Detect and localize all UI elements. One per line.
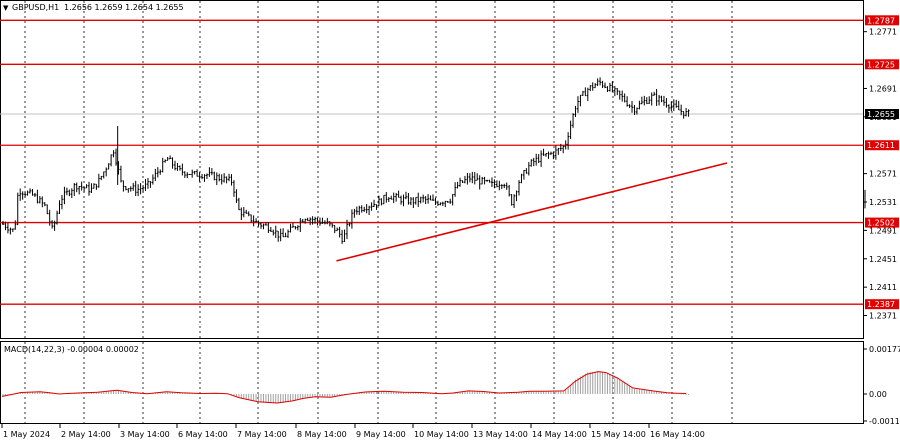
time-tick-label: 9 May 14:00	[356, 430, 406, 439]
time-tick-label: 15 May 14:00	[591, 430, 646, 439]
price-tick-label: 1.2771	[869, 28, 897, 37]
level-tag-bg	[865, 15, 899, 26]
level-tag-text: 1.2725	[867, 60, 895, 69]
level-tag-bg	[865, 217, 899, 228]
level-tag-bg	[865, 59, 899, 70]
time-tick-label: 14 May 14:00	[532, 430, 587, 439]
chart-header: ▼ GBPUSD,H1 1.2656 1.2659 1.2654 1.2655	[3, 3, 184, 12]
current-price-tag-bg	[865, 109, 899, 119]
chevron-down-icon[interactable]: ▼	[3, 4, 9, 12]
level-tag-text: 1.2502	[867, 219, 895, 228]
price-panel-frame	[0, 0, 864, 339]
trendline[interactable]	[336, 162, 728, 262]
macd-vertical-gridlines	[24, 342, 733, 423]
macd-panel-frame	[0, 341, 864, 424]
time-tick-label: 16 May 14:00	[650, 430, 705, 439]
macd-panel[interactable]: MACD(14,22,3) -0.00004 0.00002 0.00177 0…	[0, 341, 900, 427]
time-tick-label: 8 May 14:00	[297, 430, 347, 439]
level-tag-text: 1.2611	[867, 141, 895, 150]
symbol-label: GBPUSD,H1	[12, 3, 59, 12]
level-tag-text: 1.2787	[867, 16, 895, 25]
time-tick-label: 6 May 14:00	[178, 430, 228, 439]
price-tick-label: 1.2531	[869, 198, 897, 207]
price-tick-label: 1.2691	[869, 84, 897, 93]
time-tick-label: 1 May 2024	[3, 430, 50, 439]
time-tick-label: 10 May 14:00	[414, 430, 469, 439]
level-tag-bg	[865, 299, 899, 310]
price-tick-label: 1.2491	[869, 226, 897, 235]
price-panel[interactable]: 1.27711.26911.26511.25711.25311.24911.24…	[0, 0, 899, 339]
time-tick-label: 3 May 14:00	[120, 430, 170, 439]
horizontal-levels[interactable]	[0, 19, 863, 305]
macd-scale-top: 0.00177	[869, 345, 900, 354]
time-axis: 1 May 2024 2 May 14:00 3 May 14:00 6 May 14…	[1, 424, 705, 439]
macd-scale-bottom: -0.00114	[869, 417, 900, 426]
price-tick-label: 1.2571	[869, 170, 897, 179]
macd-label: MACD(14,22,3) -0.00004 0.00002	[4, 345, 139, 354]
level-tag-bg	[865, 140, 899, 151]
price-bars	[2, 77, 866, 244]
ohlc-readout: 1.2656 1.2659 1.2654 1.2655	[64, 3, 184, 12]
current-price-tag-text: 1.2655	[867, 110, 895, 119]
level-tag-text: 1.2387	[867, 300, 895, 309]
price-tick-label: 1.2371	[869, 312, 897, 321]
price-tick-label: 1.2411	[869, 283, 897, 292]
time-tick-label: 2 May 14:00	[61, 430, 111, 439]
level-price-tags: 1.2787 1.2725 1.2611 1.2502 1.2387	[865, 15, 899, 310]
time-tick-label: 7 May 14:00	[237, 430, 287, 439]
macd-scale-zero: 0.00	[869, 390, 887, 399]
price-tick-label: 1.2451	[869, 255, 897, 264]
macd-signal-line	[1, 371, 687, 404]
current-price-tag: 1.2655	[865, 109, 899, 119]
time-tick-label: 13 May 14:00	[473, 430, 528, 439]
macd-scale: 0.00177 0.00 -0.00114	[863, 345, 900, 426]
macd-histogram	[2, 371, 690, 404]
vertical-gridlines	[24, 1, 733, 338]
